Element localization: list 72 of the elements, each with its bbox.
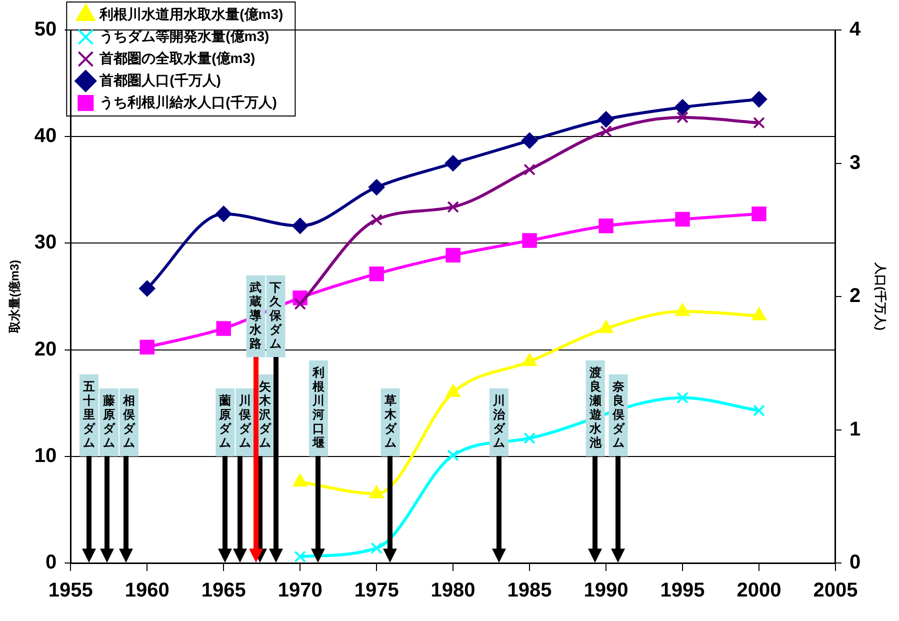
point xyxy=(524,432,536,444)
legend-label: 首都圏人口(千万人) xyxy=(98,72,221,88)
point xyxy=(139,280,156,297)
ref-line-label: 五十里ダム xyxy=(82,380,96,450)
point xyxy=(524,164,536,176)
y-tick-label: 0 xyxy=(46,552,57,574)
ref-line-label: 川治ダム xyxy=(492,394,506,450)
x-tick-label: 1995 xyxy=(660,580,705,602)
y2-tick-label: 3 xyxy=(849,152,861,174)
ref-line-label: 相俣ダム xyxy=(122,394,136,450)
x-tick-label: 1970 xyxy=(278,580,322,602)
x-tick-label: 1985 xyxy=(507,580,552,602)
x-tick-label: 1960 xyxy=(124,580,170,602)
point xyxy=(522,132,538,149)
x-tick-label: 1990 xyxy=(584,580,628,602)
point xyxy=(600,125,612,138)
legend-label: 利根川水道用水取水量(億m3) xyxy=(98,6,284,22)
ref-line-label: 渡良瀬遊水池 xyxy=(588,366,602,450)
y-axis-title: 取水量(億m3) xyxy=(8,260,22,334)
point xyxy=(676,111,688,124)
point xyxy=(216,206,232,222)
x-tick-label: 2000 xyxy=(736,580,782,602)
ref-line-label: 草木ダム xyxy=(383,394,398,450)
point xyxy=(675,212,690,227)
point xyxy=(522,233,537,248)
y2-axis-title: 人口(千万人) xyxy=(873,262,888,330)
x-tick-label: 1975 xyxy=(354,580,399,602)
x-tick-label: 1980 xyxy=(430,580,476,602)
ref-line-label: 奈良俣ダム xyxy=(611,380,626,450)
y-tick-label: 40 xyxy=(34,125,57,148)
point xyxy=(369,266,384,282)
point xyxy=(216,321,231,336)
point xyxy=(522,354,537,366)
y2-tick-label: 2 xyxy=(849,285,861,308)
point xyxy=(370,542,383,554)
y-tick-label: 30 xyxy=(34,232,57,254)
ref-line-label: 利根川河口堰 xyxy=(311,366,326,450)
y2-tick-label: 0 xyxy=(849,552,861,574)
point xyxy=(598,218,614,234)
legend-label: 首都圏の全取水量(億m3) xyxy=(98,50,256,66)
point xyxy=(676,392,688,404)
point xyxy=(370,214,383,226)
y-tick-label: 10 xyxy=(34,444,57,467)
y2-tick-label: 1 xyxy=(849,418,861,440)
x-tick-label: 1955 xyxy=(48,580,93,602)
x-tick-label: 2005 xyxy=(813,580,858,602)
point xyxy=(752,206,766,222)
legend-label: うち利根川給水人口(千万人) xyxy=(100,94,277,111)
point xyxy=(674,99,691,116)
point xyxy=(292,218,308,234)
point xyxy=(447,201,460,213)
ref-line-label: 薗原ダム xyxy=(218,394,232,450)
point xyxy=(753,116,765,129)
y2-tick-label: 4 xyxy=(849,18,862,41)
ref-line-label: 下久保ダム xyxy=(268,280,283,351)
point xyxy=(446,248,460,263)
ref-line-label: 武蔵導水路 xyxy=(248,280,263,351)
ref-line-label: 矢木沢ダム xyxy=(258,380,272,450)
point xyxy=(368,179,385,196)
y-tick-label: 50 xyxy=(34,18,57,41)
y-tick-label: 20 xyxy=(34,338,57,360)
point xyxy=(294,298,306,310)
point xyxy=(598,111,614,128)
point xyxy=(140,340,154,354)
point xyxy=(445,155,462,172)
x-tick-label: 1965 xyxy=(201,580,246,602)
point xyxy=(753,404,765,417)
ref-line-label: 川俣ダム xyxy=(238,394,252,450)
point xyxy=(447,449,460,462)
point xyxy=(750,91,767,108)
point xyxy=(294,550,306,563)
ref-line-label: 藤原ダム xyxy=(102,394,116,450)
